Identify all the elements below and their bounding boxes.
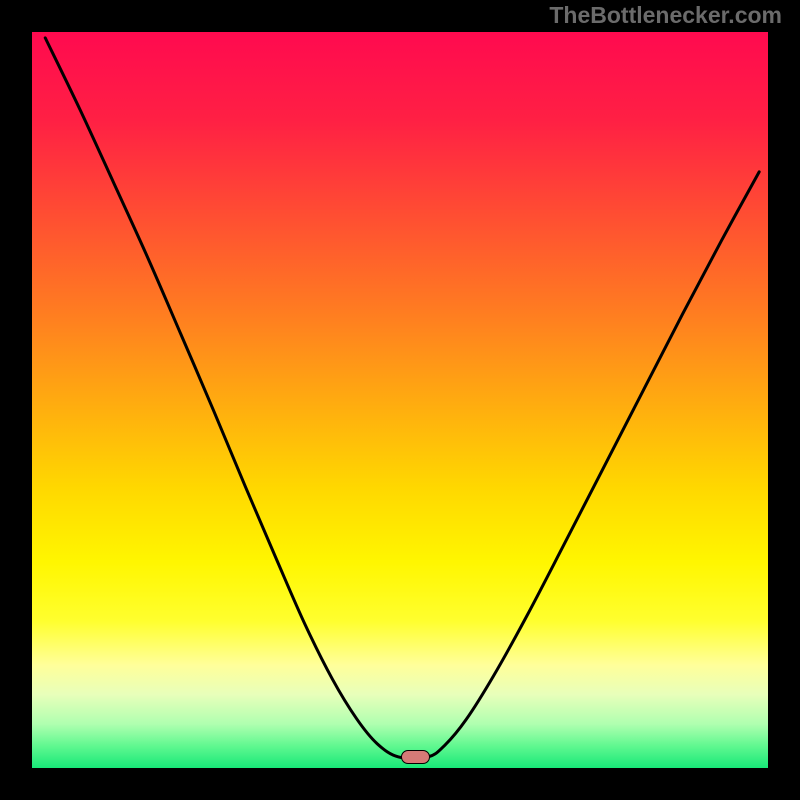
- valley-marker: [401, 750, 429, 764]
- curve-layer: [0, 0, 800, 800]
- chart-container: TheBottlenecker.com: [0, 0, 800, 800]
- valley-curve: [45, 38, 759, 759]
- watermark-text: TheBottlenecker.com: [549, 2, 782, 29]
